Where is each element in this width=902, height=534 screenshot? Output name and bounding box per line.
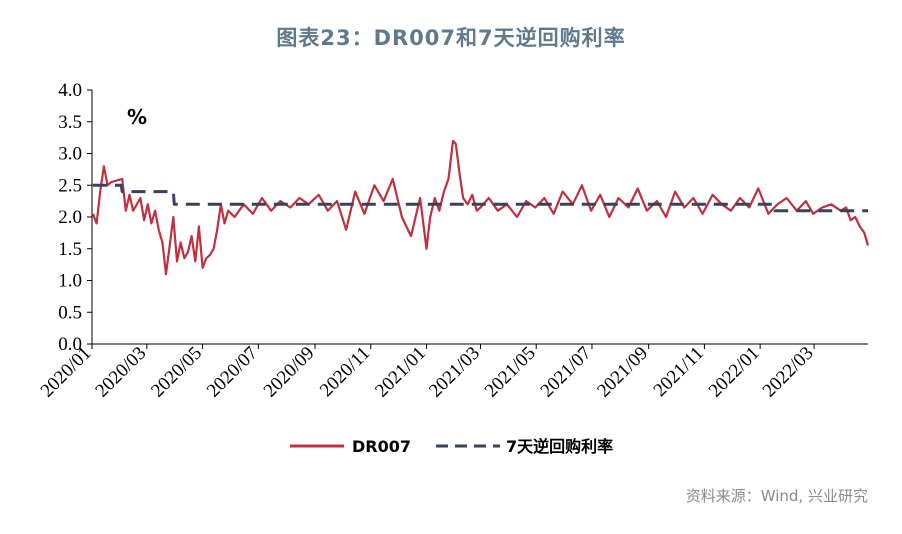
y-tick-label: 0.5 [58, 302, 82, 323]
chart-legend: DR007 7天逆回购利率 [290, 437, 613, 456]
y-tick-label: 3.5 [58, 112, 82, 133]
x-tick-label: 2020/03 [91, 343, 150, 402]
x-tick-label: 2020/09 [260, 343, 319, 402]
x-tick-label: 2020/05 [147, 343, 206, 402]
source-note: 资料来源：Wind, 兴业研究 [685, 487, 868, 505]
x-tick-label: 2022/03 [759, 343, 818, 402]
y-tick-label: 2.5 [58, 175, 82, 196]
series-line-reverse-repo [92, 183, 868, 213]
series-line-dr007 [91, 139, 870, 276]
x-tick-label: 2021/07 [537, 343, 596, 402]
x-tick-label: 2021/01 [371, 343, 430, 402]
x-tick-label: 2020/11 [316, 343, 374, 401]
x-tick-label: 2021/09 [593, 343, 652, 402]
x-tick-label: 2021/11 [650, 343, 708, 401]
x-tick-label: 2022/01 [705, 343, 764, 402]
y-tick-label: 0.0 [58, 334, 82, 355]
y-tick-label: 4.0 [58, 80, 82, 101]
y-unit-label: % [127, 105, 147, 129]
chart-title: 图表23：DR007和7天逆回购利率 [276, 26, 626, 50]
y-tick-label: 1.0 [58, 271, 82, 292]
x-tick-label: 2021/03 [425, 343, 484, 402]
x-tick-label: 2020/07 [203, 343, 262, 402]
x-tick-label: 2021/05 [481, 343, 540, 402]
series-layer [91, 139, 870, 276]
legend-label-dr007: DR007 [352, 437, 411, 456]
y-tick-label: 3.0 [58, 144, 82, 165]
legend-label-reverse-repo: 7天逆回购利率 [506, 437, 613, 456]
y-tick-label: 2.0 [58, 207, 82, 228]
y-tick-label: 1.5 [58, 239, 82, 260]
